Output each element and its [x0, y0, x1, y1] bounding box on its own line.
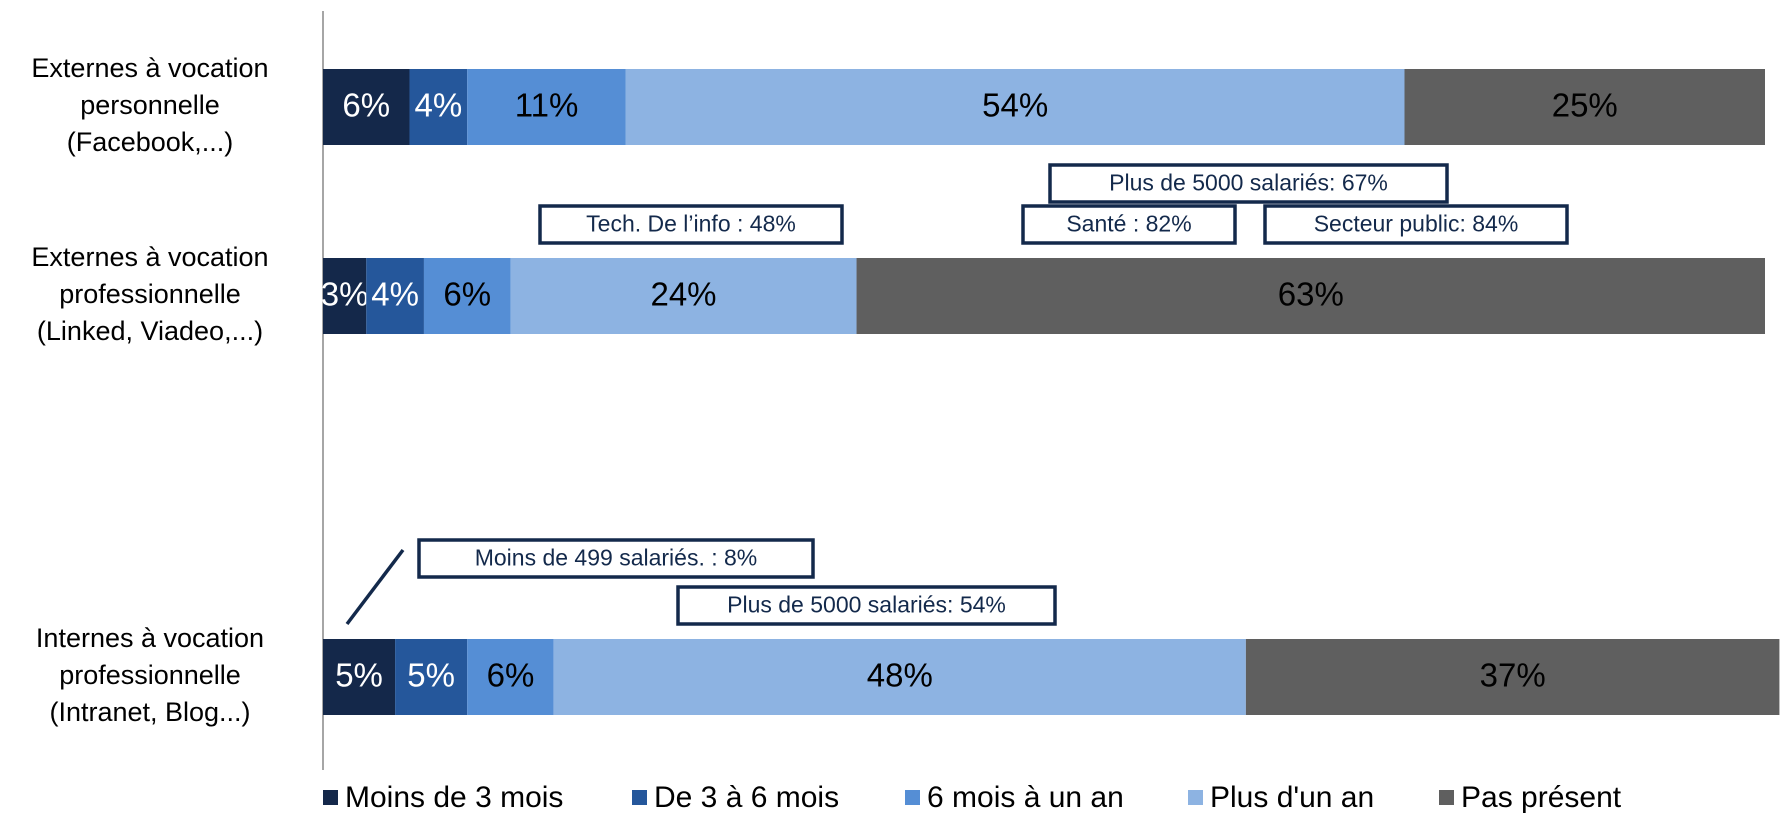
- data-label: 3%: [321, 276, 369, 313]
- legend-swatch: [1188, 790, 1203, 805]
- label-line: (Linked, Viadeo,...): [37, 316, 263, 346]
- annotation-box: [417, 538, 815, 579]
- data-label: 63%: [1278, 276, 1344, 313]
- annotation: Moins de 499 salariés. : 8%: [475, 545, 758, 571]
- bar-segment: [395, 639, 468, 715]
- label-line: (Facebook,...): [67, 127, 234, 157]
- annotation-box: [1021, 204, 1237, 245]
- data-label: 11%: [515, 87, 579, 124]
- data-label: 5%: [335, 657, 383, 694]
- annotation: Plus de 5000 salariés: 54%: [727, 592, 1006, 618]
- y-tick-label: Externes à vocation professionnelle (Linke…: [31, 242, 268, 346]
- data-label: 24%: [650, 276, 716, 313]
- legend-label: 6 mois à un an: [927, 781, 1124, 814]
- bar-segment: [409, 69, 468, 145]
- bar-segment: [323, 639, 396, 715]
- annotation-pointer: [345, 548, 405, 626]
- bar-segment: [625, 69, 1405, 145]
- y-tick-label: Externes à vocation personnelle (Facebook,…: [31, 53, 268, 157]
- bar-segment: [856, 258, 1765, 334]
- legend-label: Moins de 3 mois: [345, 781, 563, 814]
- annotation-box: [538, 204, 844, 245]
- legend-swatch: [632, 790, 647, 805]
- data-label: 4%: [415, 87, 463, 124]
- data-label: 5%: [407, 657, 455, 694]
- annotation: Plus de 5000 salariés: 67%: [1109, 170, 1388, 196]
- bar-segment: [323, 258, 367, 334]
- bar-segment: [467, 69, 626, 145]
- label-line: Externes à vocation: [31, 53, 268, 83]
- bar-segment: [423, 258, 511, 334]
- label-line: Externes à vocation: [31, 242, 268, 272]
- bar-segment: [467, 639, 554, 715]
- legend-swatch: [905, 790, 920, 805]
- annotation-box: [1263, 204, 1569, 245]
- label-line: (Intranet, Blog...): [49, 697, 250, 727]
- label-line: professionnelle: [59, 660, 241, 690]
- data-label: 37%: [1480, 657, 1546, 694]
- data-label: 48%: [867, 657, 933, 694]
- bar-segment: [366, 258, 424, 334]
- bar-segment: [510, 258, 857, 334]
- legend-swatch: [1439, 790, 1454, 805]
- legend-label: Plus d'un an: [1210, 781, 1374, 814]
- label-line: professionnelle: [59, 279, 241, 309]
- bar-segment: [553, 639, 1246, 715]
- legend-swatch: [323, 790, 338, 805]
- data-label: 6%: [342, 87, 390, 124]
- y-tick-label: Internes à vocation professionnelle (Intra…: [36, 623, 264, 727]
- annotation-box: [1048, 163, 1449, 204]
- data-label: 4%: [371, 276, 419, 313]
- data-label: 6%: [487, 657, 535, 694]
- label-line: Internes à vocation: [36, 623, 264, 653]
- label-line: personnelle: [80, 90, 220, 120]
- data-label: 6%: [443, 276, 491, 313]
- data-label: 25%: [1552, 87, 1618, 124]
- data-label: 54%: [982, 87, 1048, 124]
- legend-label: De 3 à 6 mois: [654, 781, 839, 814]
- bar-segment: [1404, 69, 1765, 145]
- annotation-box: [676, 585, 1057, 626]
- legend-label: Pas présent: [1461, 781, 1622, 814]
- bar-segment: [323, 69, 410, 145]
- annotation: Tech. De l’info : 48%: [586, 211, 796, 237]
- bar-segment: [1245, 639, 1780, 715]
- annotation: Santé : 82%: [1066, 211, 1191, 237]
- annotation: Secteur public: 84%: [1314, 211, 1519, 237]
